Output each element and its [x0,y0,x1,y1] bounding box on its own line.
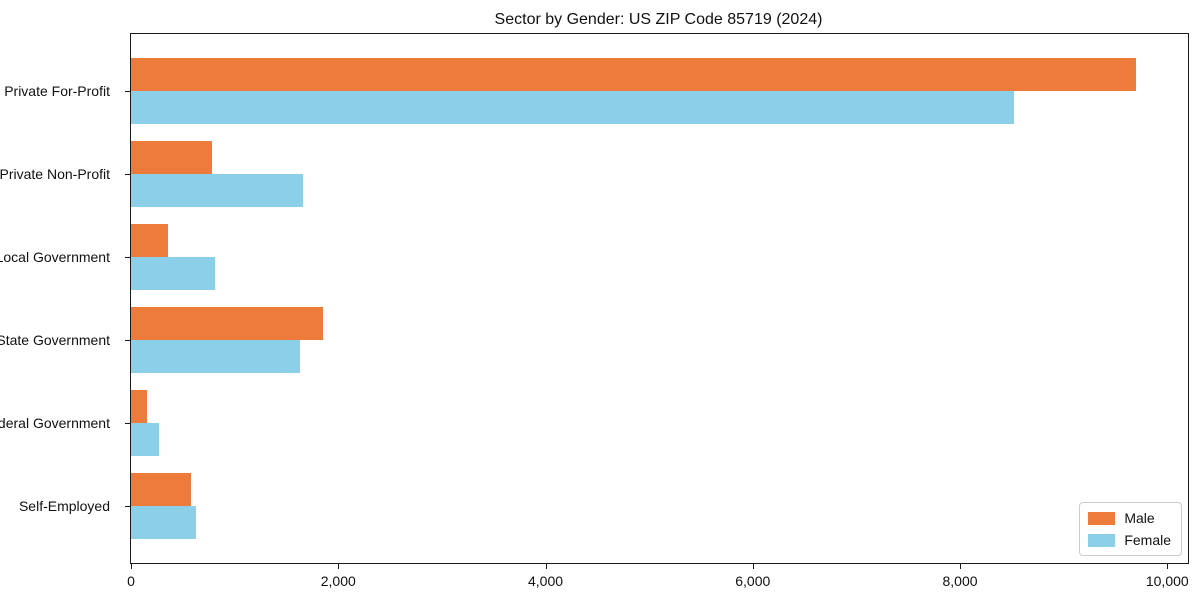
x-tick-mark [131,564,132,569]
y-tick-label: Self-Employed [18,497,110,514]
y-tick-mark [125,257,130,258]
bar-male [131,389,147,423]
y-tick-label: Local Government [0,249,110,266]
y-tick-label: Federal Government [0,414,110,431]
legend: Male Female [1079,502,1182,556]
bar-male [131,141,212,175]
x-tick-label: 0 [127,573,135,589]
y-tick-label: Private Non-Profit [0,166,110,183]
y-tick-mark [125,506,130,507]
bar-female [131,339,301,373]
bar-male [131,224,169,258]
y-tick-mark [125,340,130,341]
x-tick-label: 2,000 [320,573,356,589]
bar-male [131,58,1137,92]
x-tick-mark [752,564,754,569]
y-tick-mark [125,91,130,92]
bar-female [131,174,304,208]
x-tick-label: 4,000 [527,573,564,589]
x-tick-mark [338,564,340,569]
x-tick-mark [545,564,547,569]
legend-label: Male [1124,510,1155,526]
legend-label: Female [1124,532,1171,548]
x-tick-label: 8,000 [942,573,978,589]
y-tick-mark [125,423,130,424]
bars-layer [131,34,1188,563]
x-tick-label: 10,000 [1145,573,1189,589]
legend-item-female: Female [1088,532,1171,548]
x-tick-mark [960,564,962,569]
legend-item-male: Male [1088,510,1171,526]
plot-area: Male Female Private For-Profit Private Non… [0,33,1189,589]
legend-swatch-icon [1088,511,1116,525]
bar-male [131,472,192,506]
y-tick-label: State Government [0,331,110,348]
y-tick-mark [125,174,130,175]
x-tick-label: 6,000 [735,573,771,589]
bar-female [131,505,197,539]
bar-female [131,257,215,291]
bar-female [131,91,1014,125]
legend-swatch-icon [1088,533,1116,547]
y-tick-label: Private For-Profit [4,83,110,100]
bar-female [131,422,159,456]
bar-male [131,306,324,340]
x-tick-mark [1167,564,1169,569]
chart-title: Sector by Gender: US ZIP Code 85719 (202… [494,11,823,28]
